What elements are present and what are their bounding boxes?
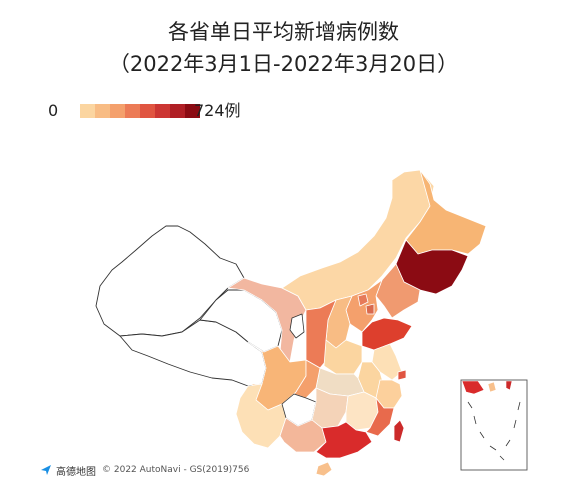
map-subtitle-date-range: （2022年3月1日-2022年3月20日） xyxy=(108,52,459,76)
south-china-sea-inset xyxy=(460,379,528,471)
province-guangdong xyxy=(315,421,373,459)
legend-swatch-7 xyxy=(170,104,185,118)
color-legend: 0 724例 xyxy=(44,100,284,124)
province-tianjin xyxy=(365,303,375,315)
province-henan xyxy=(323,339,363,375)
legend-swatch-1 xyxy=(80,104,95,118)
legend-swatch-5 xyxy=(140,104,155,118)
amap-logo-text: 高德地图 xyxy=(56,466,96,478)
legend-swatch-4 xyxy=(125,104,140,118)
map-attribution: 高德地图 © 2022 AutoNavi - GS(2019)756 xyxy=(40,462,249,478)
province-gansu xyxy=(227,277,307,363)
province-beijing xyxy=(357,293,369,307)
legend-swatch-6 xyxy=(155,104,170,118)
province-fujian xyxy=(365,397,395,437)
legend-swatch-8 xyxy=(185,104,200,118)
legend-swatch-2 xyxy=(95,104,110,118)
legend-min-label: 0 xyxy=(48,101,59,120)
province-guangxi xyxy=(279,417,327,453)
province-shandong xyxy=(361,317,413,351)
copyright-text: © 2022 AutoNavi - GS(2019)756 xyxy=(102,465,250,475)
legend-max-label: 724例 xyxy=(194,101,241,120)
amap-logo-icon xyxy=(41,465,51,475)
map-title: 各省单日平均新增病例数 xyxy=(168,20,399,44)
province-heilongjiang xyxy=(405,169,487,255)
province-xinjiang xyxy=(95,225,245,337)
province-hainan xyxy=(315,461,333,477)
province-ningxia xyxy=(289,313,305,339)
legend-swatch-3 xyxy=(110,104,125,118)
province-shanghai xyxy=(397,369,407,381)
legend-color-scale xyxy=(80,104,200,118)
province-taiwan xyxy=(393,419,405,443)
